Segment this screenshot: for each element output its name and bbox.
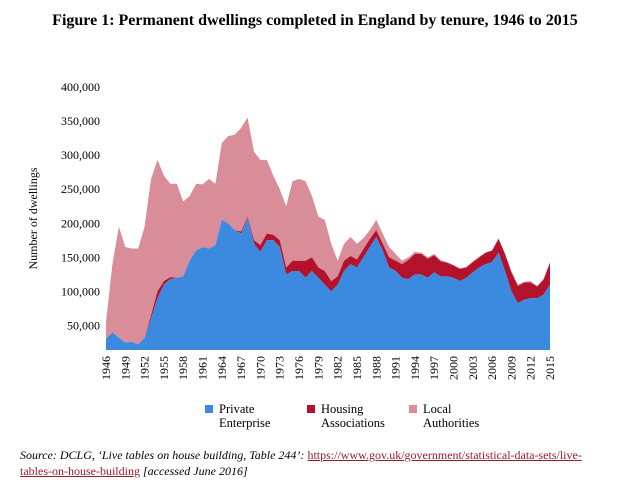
legend-label: Private Enterprise bbox=[219, 402, 271, 430]
legend-label: Local Authorities bbox=[423, 402, 480, 430]
y-tick-label: 100,000 bbox=[61, 284, 100, 298]
x-tick-label: 1991 bbox=[389, 356, 403, 380]
x-tick-label: 2006 bbox=[485, 356, 499, 380]
y-tick-label: 400,000 bbox=[61, 80, 100, 94]
x-tick-label: 2012 bbox=[524, 356, 538, 380]
chart-title: Figure 1: Permanent dwellings completed … bbox=[52, 12, 578, 29]
x-tick-label: 1994 bbox=[408, 356, 422, 380]
source-text: Source: DCLG, ‘Live tables on house buil… bbox=[20, 448, 305, 462]
source-accessed: [accessed June 2016] bbox=[142, 464, 248, 478]
legend-swatch bbox=[409, 405, 417, 413]
x-tick-label: 1958 bbox=[176, 356, 190, 380]
y-tick-label: 350,000 bbox=[61, 114, 100, 128]
x-tick-label: 2000 bbox=[446, 356, 460, 380]
x-tick-label: 1973 bbox=[273, 356, 287, 380]
x-tick-label: 1985 bbox=[350, 356, 364, 380]
x-tick-label: 1997 bbox=[427, 356, 441, 380]
x-tick-label: 1952 bbox=[138, 356, 152, 380]
area bbox=[106, 117, 550, 345]
x-tick-label: 1967 bbox=[234, 356, 248, 380]
source-link[interactable]: https://www.gov.uk/government/statistica… bbox=[20, 448, 582, 478]
y-tick-label: 150,000 bbox=[61, 250, 100, 264]
y-axis-label: Number of dwellings bbox=[26, 167, 40, 269]
x-tick-label: 1976 bbox=[292, 356, 306, 380]
area bbox=[106, 217, 550, 350]
source-note: Source: DCLG, ‘Live tables on house buil… bbox=[20, 447, 610, 479]
x-tick-label: 1946 bbox=[99, 356, 113, 380]
x-tick-label: 2009 bbox=[504, 356, 518, 380]
y-tick-label: 300,000 bbox=[61, 148, 100, 162]
x-tick-label: 1979 bbox=[311, 356, 325, 380]
legend: Private Enterprise Housing Associations Lo… bbox=[205, 402, 489, 430]
x-tick-label: 1964 bbox=[215, 356, 229, 380]
y-tick-label: 200,000 bbox=[61, 216, 100, 230]
x-tick-label: 1961 bbox=[196, 356, 210, 380]
legend-item: Housing Associations bbox=[307, 402, 387, 430]
y-tick-label: 250,000 bbox=[61, 182, 100, 196]
area bbox=[106, 216, 550, 345]
x-tick-label: 1982 bbox=[331, 356, 345, 380]
legend-swatch bbox=[307, 405, 315, 413]
legend-item: Private Enterprise bbox=[205, 402, 285, 430]
x-tick-label: 1970 bbox=[253, 356, 267, 380]
x-tick-label: 2015 bbox=[543, 356, 557, 380]
y-tick-label: 50,000 bbox=[67, 318, 100, 332]
x-tick-label: 1988 bbox=[369, 356, 383, 380]
legend-item: Local Authorities bbox=[409, 402, 489, 430]
x-tick-label: 1949 bbox=[118, 356, 132, 380]
x-tick-label: 2003 bbox=[466, 356, 480, 380]
legend-label: Housing Associations bbox=[321, 402, 385, 430]
legend-swatch bbox=[205, 405, 213, 413]
x-tick-label: 1955 bbox=[157, 356, 171, 380]
